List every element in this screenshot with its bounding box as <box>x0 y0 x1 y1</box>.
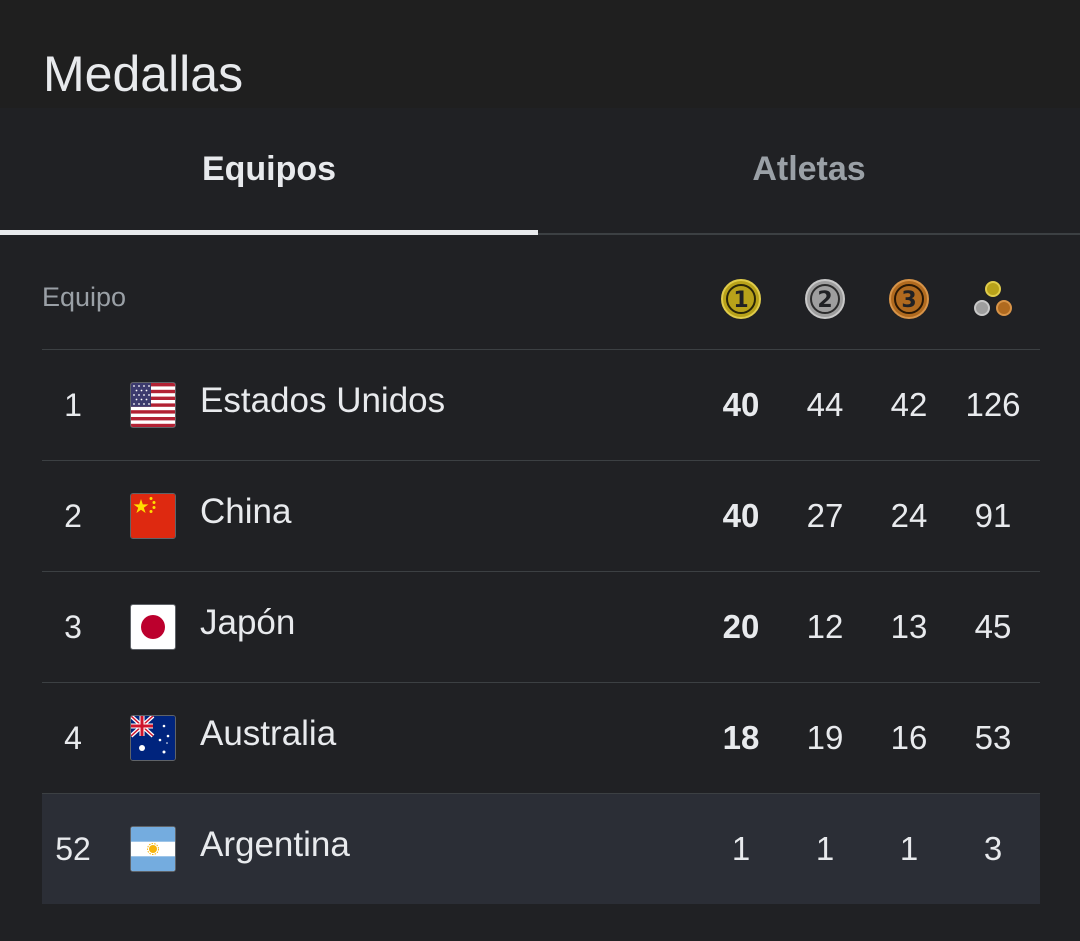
team-name: Australia <box>200 714 337 753</box>
rank: 3 <box>64 608 82 645</box>
silver-count: 1 <box>815 830 835 867</box>
japan-flag-icon <box>130 604 176 650</box>
usa-flag-icon <box>130 382 176 428</box>
team-column-header: Equipo <box>42 282 127 312</box>
table-row[interactable]: 3 Japón 20 12 13 45 <box>42 572 1040 683</box>
china-flag-icon <box>130 493 176 539</box>
tab-bar: Equipos Atletas <box>0 108 1080 235</box>
gold-count: 40 <box>722 386 760 423</box>
total-medals-icon <box>972 278 1014 320</box>
total-count: 45 <box>974 608 1012 645</box>
gold-count: 40 <box>722 497 760 534</box>
medal-table: Equipo 1 2 3 <box>42 250 1040 904</box>
rank: 2 <box>64 497 82 534</box>
total-count: 126 <box>965 386 1021 423</box>
active-tab-indicator <box>0 230 538 235</box>
silver-count: 19 <box>806 719 844 756</box>
bronze-medal-icon: 3 <box>888 278 930 320</box>
gold-medal-icon: 1 <box>720 278 762 320</box>
bronze-count: 13 <box>890 608 928 645</box>
tab-equipos[interactable]: Equipos <box>0 108 538 235</box>
gold-count: 1 <box>731 830 751 867</box>
table-row-highlighted[interactable]: 52 Argentina 1 1 1 3 <box>42 794 1040 904</box>
total-count: 91 <box>974 497 1012 534</box>
gold-count: 20 <box>722 608 760 645</box>
svg-text:1: 1 <box>733 288 748 313</box>
bronze-count: 24 <box>890 497 928 534</box>
total-count: 3 <box>983 830 1003 867</box>
rank: 1 <box>64 386 82 423</box>
total-count: 53 <box>974 719 1012 756</box>
svg-text:3: 3 <box>901 288 916 313</box>
bronze-count: 1 <box>899 830 919 867</box>
silver-count: 12 <box>806 608 844 645</box>
argentina-flag-icon <box>130 826 176 872</box>
silver-medal-icon: 2 <box>804 278 846 320</box>
gold-count: 18 <box>722 719 760 756</box>
tab-atletas[interactable]: Atletas <box>540 108 1078 233</box>
svg-text:2: 2 <box>817 288 832 313</box>
table-header: Equipo 1 2 3 <box>42 250 1040 350</box>
team-name: Japón <box>200 603 296 642</box>
page-title: Medallas <box>43 46 244 102</box>
table-row[interactable]: 2 China 40 27 24 91 <box>42 461 1040 572</box>
rank: 52 <box>55 830 91 867</box>
tab-equipos-label: Equipos <box>201 150 337 188</box>
table-row[interactable]: 4 <box>42 683 1040 794</box>
title-bar: Medallas <box>0 0 1080 108</box>
australia-flag-icon <box>130 715 176 761</box>
team-name: Estados Unidos <box>200 381 446 420</box>
bronze-count: 16 <box>890 719 928 756</box>
tab-atletas-label: Atletas <box>752 150 866 188</box>
silver-count: 27 <box>806 497 844 534</box>
team-name: Argentina <box>200 825 350 864</box>
silver-count: 44 <box>806 386 844 423</box>
team-name: China <box>200 492 292 531</box>
rank: 4 <box>64 719 82 756</box>
bronze-count: 42 <box>890 386 928 423</box>
table-row[interactable]: 1 <box>42 350 1040 461</box>
